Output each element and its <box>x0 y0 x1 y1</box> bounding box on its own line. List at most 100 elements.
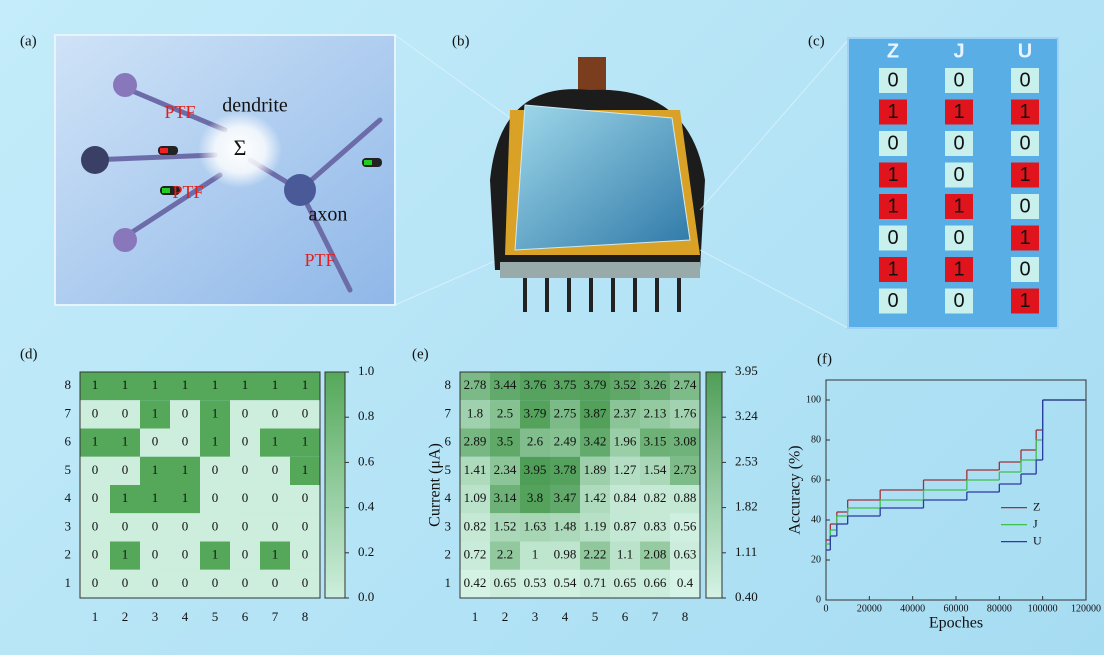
cell-label: 2.89 <box>464 434 487 449</box>
code-value: 0 <box>887 290 898 312</box>
cell-label: 0 <box>122 575 129 590</box>
cell-label: 2.37 <box>614 405 637 420</box>
code-value: 0 <box>953 164 964 186</box>
x-tick-label: 0 <box>824 603 829 614</box>
x-tick-label: 60000 <box>944 603 969 614</box>
cell-label: 2.5 <box>497 405 513 420</box>
x-tick-label: 5 <box>592 609 599 624</box>
cell-label: 0 <box>302 575 309 590</box>
colorbar-tick-label: 2.53 <box>735 453 758 468</box>
y-tick-label: 80 <box>811 434 821 445</box>
cell-label: 2.74 <box>674 377 697 392</box>
cell-label: 0 <box>302 547 309 562</box>
code-value: 0 <box>887 227 898 249</box>
colorbar <box>706 372 722 598</box>
x-tick-label: 7 <box>272 609 279 624</box>
cell-label: 3.75 <box>554 377 577 392</box>
cell-label: 0.56 <box>674 518 697 533</box>
cell-label: 3.26 <box>644 377 667 392</box>
cell-label: 1.54 <box>644 462 667 477</box>
cell-label: 0 <box>242 405 249 420</box>
dendrite-label: dendrite <box>222 95 288 117</box>
y-tick-label: 3 <box>65 518 72 533</box>
cell-label: 0 <box>242 490 249 505</box>
cell-label: 3.47 <box>554 490 577 505</box>
cell-label: 3.08 <box>674 434 697 449</box>
cell-label: 0 <box>242 434 249 449</box>
code-value: 1 <box>1019 101 1030 123</box>
cell-label: 2.49 <box>554 434 577 449</box>
x-tick-label: 1 <box>92 609 99 624</box>
code-value: 1 <box>887 164 898 186</box>
legend-label: J <box>1033 516 1038 530</box>
ptf-label: PTF <box>172 182 203 202</box>
panel-label: (e) <box>412 346 429 362</box>
cell-label: 0 <box>242 518 249 533</box>
cell-label: 0 <box>272 462 279 477</box>
panel-label: (f) <box>817 351 832 367</box>
cell-label: 1 <box>152 405 159 420</box>
cell-label: 0 <box>272 518 279 533</box>
cell-label: 3.79 <box>524 405 547 420</box>
cell-label: 1 <box>92 377 99 392</box>
cell-label: 0.4 <box>677 575 694 590</box>
colorbar-tick-label: 1.0 <box>358 363 374 378</box>
code-value: 1 <box>887 195 898 217</box>
cell-label: 0.83 <box>644 518 667 533</box>
y-tick-label: 40 <box>811 514 821 525</box>
cell-label: 0 <box>182 575 189 590</box>
x-tick-label: 20000 <box>857 603 882 614</box>
cell-label: 0 <box>242 462 249 477</box>
panel-label: (c) <box>808 33 825 49</box>
panel-label: (d) <box>20 346 38 362</box>
colorbar-tick-label: 1.82 <box>735 499 758 514</box>
x-tick-label: 40000 <box>900 603 925 614</box>
cell-label: 0 <box>92 518 99 533</box>
cell-label: 0.71 <box>584 575 607 590</box>
cell-label: 1.19 <box>584 518 607 533</box>
cell-label: 1 <box>92 434 99 449</box>
cell-label: 0 <box>182 405 189 420</box>
cell-label: 0 <box>92 405 99 420</box>
cell-label: 0.54 <box>554 575 577 590</box>
cell-label: 1 <box>242 377 249 392</box>
neuron-illustration: Σ dendrite axon PTF PTF PTF <box>55 35 520 305</box>
cell-label: 0 <box>122 405 129 420</box>
y-tick-label: 4 <box>65 490 72 505</box>
cell-label: 2.34 <box>494 462 517 477</box>
cell-label: 3.52 <box>614 377 637 392</box>
y-tick-label: 60 <box>811 474 821 485</box>
ptf-label: PTF <box>164 102 195 122</box>
cell-label: 0.84 <box>614 490 637 505</box>
panel-label: (b) <box>452 33 470 49</box>
cell-label: 0 <box>182 547 189 562</box>
cell-label: 2.6 <box>527 434 544 449</box>
code-value: 0 <box>953 132 964 154</box>
cell-label: 1 <box>122 547 129 562</box>
cell-label: 0.66 <box>644 575 667 590</box>
code-value: 0 <box>1019 132 1030 154</box>
code-value: 0 <box>887 69 898 91</box>
cell-label: 0 <box>272 405 279 420</box>
cell-label: 0 <box>212 575 219 590</box>
cell-label: 1.1 <box>617 547 633 562</box>
cell-label: 0 <box>272 575 279 590</box>
cell-label: 1 <box>122 434 129 449</box>
cell-label: 0.72 <box>464 547 487 562</box>
cell-label: 0 <box>182 434 189 449</box>
x-tick-label: 2 <box>122 609 129 624</box>
code-value: 1 <box>953 195 964 217</box>
cell-label: 0 <box>152 575 159 590</box>
cell-label: 1 <box>272 377 279 392</box>
cell-label: 1.63 <box>524 518 547 533</box>
code-value: 1 <box>953 258 964 280</box>
cell-label: 0 <box>122 518 129 533</box>
cell-label: 1 <box>212 434 219 449</box>
y-tick-label: 20 <box>811 554 821 565</box>
colorbar-tick-label: 3.24 <box>735 408 758 423</box>
y-axis-label: Accuracy (%) <box>787 445 804 534</box>
legend-label: U <box>1033 533 1042 547</box>
cell-label: 1 <box>152 490 159 505</box>
cell-label: 1 <box>302 377 309 392</box>
cell-label: 0.42 <box>464 575 487 590</box>
